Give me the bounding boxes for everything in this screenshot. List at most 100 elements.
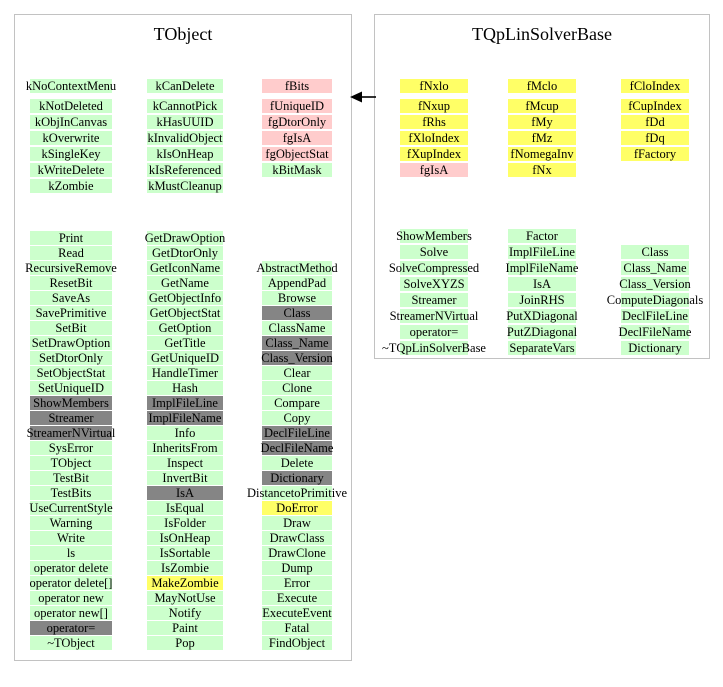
- member-cell[interactable]: Warning: [30, 516, 112, 530]
- member-cell[interactable]: kNoContextMenu: [26, 79, 116, 93]
- member-cell[interactable]: IsFolder: [147, 516, 223, 530]
- member-cell[interactable]: Factor: [508, 229, 576, 243]
- member-cell[interactable]: kBitMask: [262, 163, 332, 177]
- member-cell[interactable]: AbstractMethod: [256, 261, 338, 275]
- member-cell[interactable]: kCannotPick: [147, 99, 223, 113]
- member-cell[interactable]: GetName: [147, 276, 223, 290]
- member-cell[interactable]: DeclFileLine: [262, 426, 332, 440]
- member-cell[interactable]: GetDrawOption: [145, 231, 225, 245]
- member-cell[interactable]: ~TQpLinSolverBase: [382, 341, 486, 355]
- member-cell[interactable]: IsOnHeap: [147, 531, 223, 545]
- member-cell[interactable]: SolveCompressed: [389, 261, 479, 275]
- member-cell[interactable]: fCloIndex: [621, 79, 689, 93]
- member-cell[interactable]: DistancetoPrimitive: [247, 486, 347, 500]
- member-cell[interactable]: ClassName: [262, 321, 332, 335]
- member-cell[interactable]: DrawClass: [262, 531, 332, 545]
- member-cell[interactable]: operator new: [30, 591, 112, 605]
- member-cell[interactable]: MayNotUse: [147, 591, 223, 605]
- member-cell[interactable]: PutXDiagonal: [506, 309, 578, 323]
- member-cell[interactable]: fgObjectStat: [262, 147, 332, 161]
- member-cell[interactable]: PutZDiagonal: [507, 325, 577, 339]
- member-cell[interactable]: GetObjectInfo: [147, 291, 223, 305]
- member-cell[interactable]: kIsOnHeap: [147, 147, 223, 161]
- member-cell[interactable]: GetTitle: [147, 336, 223, 350]
- member-cell[interactable]: kIsReferenced: [147, 163, 223, 177]
- member-cell[interactable]: fXupIndex: [400, 147, 468, 161]
- member-cell[interactable]: ~TObject: [30, 636, 112, 650]
- member-cell[interactable]: kOverwrite: [30, 131, 112, 145]
- member-cell[interactable]: Clear: [262, 366, 332, 380]
- member-cell[interactable]: JoinRHS: [508, 293, 576, 307]
- member-cell[interactable]: operator delete: [30, 561, 112, 575]
- member-cell[interactable]: Class_Version: [619, 277, 691, 291]
- member-cell[interactable]: kHasUUID: [147, 115, 223, 129]
- member-cell[interactable]: Dictionary: [262, 471, 332, 485]
- member-cell[interactable]: ImplFileLine: [147, 396, 223, 410]
- member-cell[interactable]: SetObjectStat: [30, 366, 112, 380]
- member-cell[interactable]: kZombie: [30, 179, 112, 193]
- member-cell[interactable]: Write: [30, 531, 112, 545]
- member-cell[interactable]: SolveXYZS: [400, 277, 468, 291]
- member-cell[interactable]: SetBit: [30, 321, 112, 335]
- member-cell[interactable]: Fatal: [262, 621, 332, 635]
- member-cell[interactable]: Info: [147, 426, 223, 440]
- member-cell[interactable]: Class_Version: [261, 351, 333, 365]
- member-cell[interactable]: HandleTimer: [147, 366, 223, 380]
- member-cell[interactable]: IsA: [147, 486, 223, 500]
- member-cell[interactable]: UseCurrentStyle: [29, 501, 113, 515]
- member-cell[interactable]: fgDtorOnly: [262, 115, 332, 129]
- member-cell[interactable]: ComputeDiagonals: [607, 293, 703, 307]
- member-cell[interactable]: kObjInCanvas: [30, 115, 112, 129]
- member-cell[interactable]: DeclFileName: [619, 325, 691, 339]
- member-cell[interactable]: DrawClone: [262, 546, 332, 560]
- member-cell[interactable]: fgIsA: [262, 131, 332, 145]
- member-cell[interactable]: Pop: [147, 636, 223, 650]
- member-cell[interactable]: SetUniqueID: [30, 381, 112, 395]
- member-cell[interactable]: Class_Name: [621, 261, 689, 275]
- member-cell[interactable]: fUniqueID: [262, 99, 332, 113]
- member-cell[interactable]: ExecuteEvent: [262, 606, 332, 620]
- member-cell[interactable]: operator delete[]: [30, 576, 112, 590]
- member-cell[interactable]: kSingleKey: [30, 147, 112, 161]
- member-cell[interactable]: Draw: [262, 516, 332, 530]
- member-cell[interactable]: kNotDeleted: [30, 99, 112, 113]
- member-cell[interactable]: GetDtorOnly: [147, 246, 223, 260]
- member-cell[interactable]: Delete: [262, 456, 332, 470]
- member-cell[interactable]: GetIconName: [147, 261, 223, 275]
- member-cell[interactable]: ShowMembers: [30, 396, 112, 410]
- member-cell[interactable]: fRhs: [400, 115, 468, 129]
- member-cell[interactable]: Notify: [147, 606, 223, 620]
- member-cell[interactable]: Class: [621, 245, 689, 259]
- member-cell[interactable]: Dump: [262, 561, 332, 575]
- member-cell[interactable]: fCupIndex: [621, 99, 689, 113]
- member-cell[interactable]: fBits: [262, 79, 332, 93]
- member-cell[interactable]: TestBit: [30, 471, 112, 485]
- member-cell[interactable]: SetDtorOnly: [30, 351, 112, 365]
- member-cell[interactable]: Clone: [262, 381, 332, 395]
- member-cell[interactable]: operator=: [400, 325, 468, 339]
- member-cell[interactable]: AppendPad: [262, 276, 332, 290]
- member-cell[interactable]: Copy: [262, 411, 332, 425]
- member-cell[interactable]: fNx: [508, 163, 576, 177]
- member-cell[interactable]: fMclo: [508, 79, 576, 93]
- member-cell[interactable]: Browse: [262, 291, 332, 305]
- member-cell[interactable]: SeparateVars: [508, 341, 576, 355]
- member-cell[interactable]: Print: [30, 231, 112, 245]
- member-cell[interactable]: SetDrawOption: [30, 336, 112, 350]
- member-cell[interactable]: fMy: [508, 115, 576, 129]
- member-cell[interactable]: kCanDelete: [147, 79, 223, 93]
- member-cell[interactable]: Streamer: [400, 293, 468, 307]
- member-cell[interactable]: TObject: [30, 456, 112, 470]
- member-cell[interactable]: DoError: [262, 501, 332, 515]
- member-cell[interactable]: Inspect: [147, 456, 223, 470]
- member-cell[interactable]: fMz: [508, 131, 576, 145]
- member-cell[interactable]: StreamerNVirtual: [27, 426, 115, 440]
- member-cell[interactable]: IsA: [508, 277, 576, 291]
- member-cell[interactable]: Class_Name: [262, 336, 332, 350]
- member-cell[interactable]: Solve: [400, 245, 468, 259]
- member-cell[interactable]: ResetBit: [30, 276, 112, 290]
- member-cell[interactable]: GetUniqueID: [147, 351, 223, 365]
- member-cell[interactable]: FindObject: [262, 636, 332, 650]
- member-cell[interactable]: ShowMembers: [396, 229, 472, 243]
- member-cell[interactable]: TestBits: [30, 486, 112, 500]
